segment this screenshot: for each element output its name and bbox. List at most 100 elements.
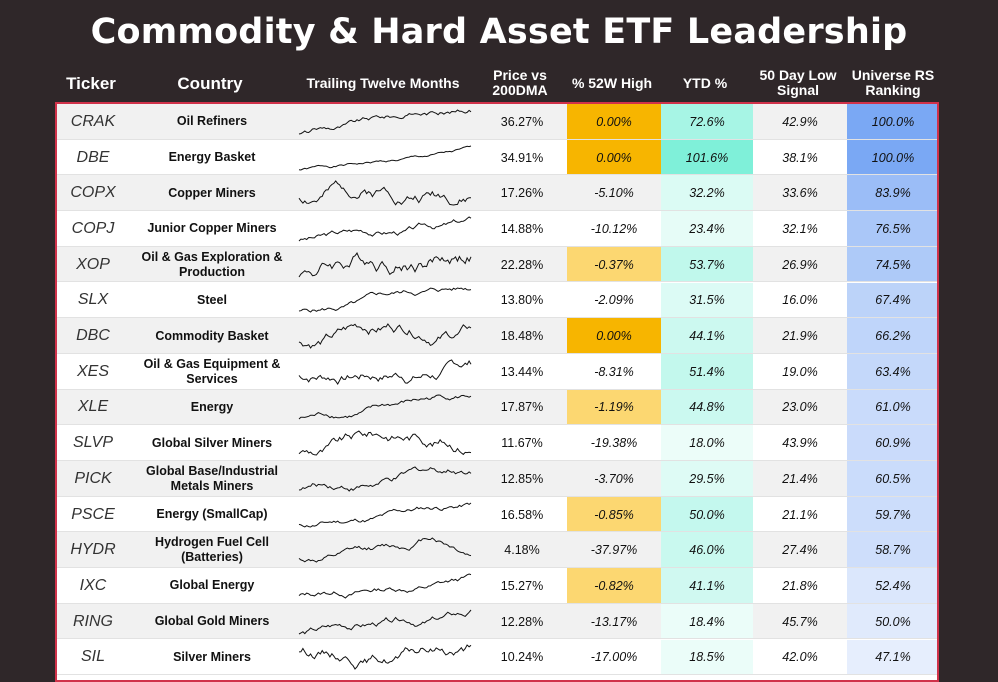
pct-52w-high-cell: -37.97% — [590, 543, 638, 558]
ttm-sparkline — [295, 318, 475, 354]
pct-52w-high-cell: 0.00% — [567, 139, 661, 176]
row-divider — [57, 138, 937, 140]
sparkline-path — [298, 644, 472, 671]
ticker-cell: XLE — [77, 398, 109, 416]
sparkline-svg — [298, 609, 472, 635]
sparkline-svg — [298, 394, 472, 420]
table-row: COPX Copper Miners 17.26% -5.10% 32.2% 33.6% 8… — [57, 175, 937, 212]
table-row: XES Oil & Gas Equipment & Services 13.44% -… — [57, 353, 937, 390]
sparkline-path — [298, 573, 472, 599]
table-row: SIL Silver Miners 10.24% -17.00% 18.5% 42.0% 4… — [57, 639, 937, 676]
row-divider — [57, 245, 937, 247]
price-vs-200dma-cell: 13.44% — [500, 364, 544, 379]
ytd-cell: 18.5% — [661, 639, 753, 676]
sparkline-svg — [298, 537, 472, 563]
rs-ranking-cell: 83.9% — [847, 175, 937, 212]
table-row: COPJ Junior Copper Miners 14.88% -10.12% 23.… — [57, 211, 937, 247]
ticker-cell: XOP — [76, 255, 110, 273]
ytd-cell: 41.1% — [661, 568, 753, 604]
pct-52w-high-cell: -5.10% — [594, 186, 634, 201]
price-vs-200dma-cell: 4.18% — [504, 543, 540, 558]
rs-ranking-cell: 52.4% — [847, 568, 937, 604]
country-cell: Steel — [197, 292, 227, 307]
header-low-line1: 50 Day Low — [759, 67, 837, 83]
ytd-cell: 29.5% — [661, 461, 753, 497]
rs-ranking-cell: 61.0% — [847, 389, 937, 426]
price-vs-200dma-cell: 15.27% — [500, 578, 544, 593]
ticker-cell: HYDR — [70, 541, 116, 559]
sparkline-path — [298, 251, 472, 277]
country-cell: Oil & Gas Exploration & Production — [141, 249, 283, 279]
table-row: PICK Global Base/Industrial Metals Miners… — [57, 461, 937, 497]
price-vs-200dma-cell: 17.87% — [500, 400, 544, 415]
header-price-line2: 200DMA — [492, 82, 548, 98]
ytd-cell: 18.0% — [661, 425, 753, 461]
ytd-cell: 44.8% — [661, 389, 753, 426]
country-cell: Silver Miners — [173, 649, 251, 664]
50day-low-signal-cell: 16.0% — [782, 293, 818, 308]
ticker-cell: SLVP — [72, 434, 114, 452]
country-cell: Junior Copper Miners — [147, 221, 277, 236]
rs-ranking-cell: 66.2% — [847, 318, 937, 354]
pct-52w-high-cell: -0.85% — [567, 496, 661, 533]
ytd-cell: 50.0% — [661, 496, 753, 533]
pct-52w-high-cell: -1.19% — [567, 389, 661, 426]
rs-ranking-cell: 60.5% — [847, 461, 937, 497]
rs-ranking-cell: 76.5% — [847, 211, 937, 247]
ytd-cell: 51.4% — [661, 353, 753, 390]
ttm-sparkline — [295, 532, 475, 568]
table-row: DBE Energy Basket 34.91% 0.00% 101.6% 38.1% 10… — [57, 139, 937, 176]
ttm-sparkline — [295, 425, 475, 461]
price-vs-200dma-cell: 16.58% — [500, 507, 544, 522]
row-divider — [57, 459, 937, 461]
50day-low-signal-cell: 21.9% — [782, 329, 818, 344]
sparkline-path — [298, 109, 472, 135]
row-divider — [57, 495, 937, 497]
header-ticker: Ticker — [66, 73, 116, 93]
header-country: Country — [177, 73, 243, 93]
sparkline-svg — [298, 323, 472, 349]
50day-low-signal-cell: 21.8% — [782, 578, 818, 593]
country-cell: Copper Miners — [168, 185, 256, 200]
row-divider — [57, 531, 937, 533]
rs-ranking-cell: 60.9% — [847, 425, 937, 461]
price-vs-200dma-cell: 11.67% — [501, 436, 543, 451]
pct-52w-high-cell: -13.17% — [590, 614, 638, 629]
sparkline-svg — [298, 251, 472, 277]
price-vs-200dma-cell: 22.28% — [500, 257, 544, 272]
table-row: SLVP Global Silver Miners 11.67% -19.38% 18.… — [57, 425, 937, 461]
sparkline-svg — [298, 287, 472, 313]
ticker-cell: COPX — [70, 184, 116, 202]
header-50day-low: 50 Day Low Signal — [751, 64, 845, 102]
country-cell: Energy — [190, 399, 234, 414]
rs-ranking-cell: 58.7% — [847, 532, 937, 569]
header-price-line1: Price vs — [493, 67, 547, 83]
sparkline-svg — [298, 466, 472, 492]
country-cell: Energy Basket — [168, 150, 256, 165]
ttm-sparkline — [295, 461, 475, 497]
row-divider — [57, 352, 937, 354]
sparkline-svg — [298, 430, 472, 456]
ticker-cell: IXC — [79, 576, 107, 594]
sparkline-path — [298, 609, 472, 635]
50day-low-signal-cell: 23.0% — [782, 400, 818, 415]
header-rs-line1: Universe RS — [851, 67, 935, 83]
country-cell: Energy (SmallCap) — [156, 507, 268, 522]
pct-52w-high-cell: -0.82% — [567, 568, 661, 604]
sparkline-svg — [298, 216, 472, 242]
ttm-sparkline — [295, 211, 475, 247]
ytd-cell: 44.1% — [661, 318, 753, 354]
sparkline-svg — [298, 145, 472, 171]
sparkline-path — [298, 145, 472, 171]
ticker-cell: SLX — [77, 291, 109, 309]
sparkline-path — [298, 466, 472, 492]
table-row: HYDR Hydrogen Fuel Cell (Batteries) 4.18% -… — [57, 532, 937, 569]
ttm-sparkline — [295, 640, 475, 676]
etf-table: CRAK Oil Refiners 36.27% 0.00% 72.6% 42.9% 100… — [55, 102, 939, 682]
50day-low-signal-cell: 21.1% — [782, 507, 818, 522]
sparkline-path — [298, 323, 472, 349]
table-row: XLE Energy 17.87% -1.19% 44.8% 23.0% 61.0% — [57, 389, 937, 426]
ticker-cell: RING — [73, 612, 113, 630]
table-row: CRAK Oil Refiners 36.27% 0.00% 72.6% 42.9% 100… — [57, 104, 937, 140]
ticker-cell: DBE — [76, 148, 110, 166]
